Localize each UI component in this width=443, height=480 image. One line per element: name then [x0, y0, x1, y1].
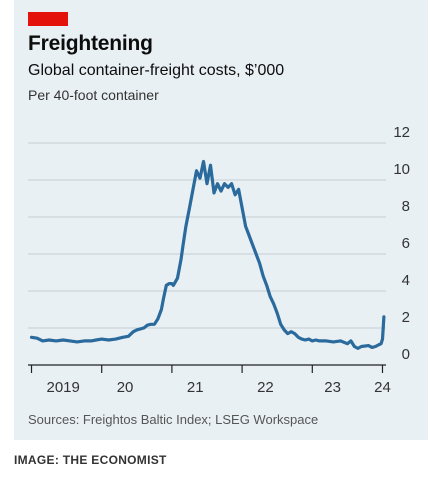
- series-layer: [29, 159, 386, 350]
- x-tick-label: 22: [257, 379, 274, 396]
- x-tick-label: 23: [324, 379, 341, 396]
- chart-unit-label: Per 40-foot container: [28, 87, 159, 103]
- gridlines: [28, 142, 386, 329]
- y-tick-label: 4: [402, 272, 410, 289]
- y-tick-label: 12: [393, 124, 410, 141]
- y-tick-label: 2: [402, 309, 410, 326]
- image-credit: IMAGE: THE ECONOMIST: [14, 453, 167, 467]
- chart-source: Sources: Freightos Baltic Index; LSEG Wo…: [28, 412, 319, 427]
- y-tick-label: 0: [402, 346, 410, 363]
- y-tick-label: 10: [393, 161, 410, 178]
- y-tick-label: 6: [402, 235, 410, 252]
- x-tick-label: 2019: [47, 379, 80, 396]
- brand-red-tag: [28, 12, 68, 26]
- chart-title: Freightening: [28, 32, 153, 55]
- x-tick-label: 24: [374, 379, 391, 396]
- chart-card: [14, 0, 428, 440]
- y-tick-label: 8: [402, 198, 410, 215]
- chart-subtitle: Global container-freight costs, $’000: [28, 62, 285, 79]
- series-line-freight-cost: [29, 159, 386, 350]
- x-tick-label: 21: [187, 379, 204, 396]
- y-axis-ticks: 0 2 4 6 8 10 12: [393, 124, 410, 363]
- x-tick-label: 20: [117, 379, 134, 396]
- x-axis-ticks: 2019 20 21 22 23 24: [30, 365, 391, 396]
